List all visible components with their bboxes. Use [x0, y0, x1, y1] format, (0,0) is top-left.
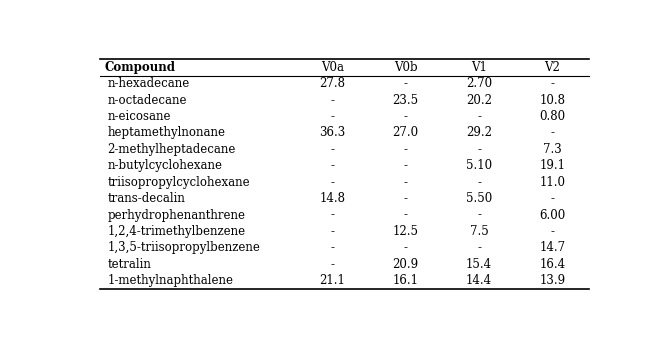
- Text: 36.3: 36.3: [319, 126, 345, 139]
- Text: 21.1: 21.1: [319, 274, 345, 287]
- Text: -: -: [550, 126, 554, 139]
- Text: -: -: [477, 143, 481, 156]
- Text: 6.00: 6.00: [540, 208, 566, 221]
- Text: V0a: V0a: [321, 61, 343, 74]
- Text: 16.4: 16.4: [540, 258, 566, 271]
- Text: -: -: [330, 225, 334, 238]
- Text: tetralin: tetralin: [108, 258, 151, 271]
- Text: -: -: [330, 176, 334, 189]
- Text: 5.50: 5.50: [466, 192, 492, 205]
- Text: -: -: [404, 110, 408, 123]
- Text: V2: V2: [544, 61, 560, 74]
- Text: -: -: [330, 94, 334, 107]
- Text: 27.8: 27.8: [319, 77, 345, 90]
- Text: 1,3,5-triisopropylbenzene: 1,3,5-triisopropylbenzene: [108, 241, 260, 254]
- Text: Compound: Compound: [105, 61, 176, 74]
- Text: 27.0: 27.0: [392, 126, 419, 139]
- Text: 14.8: 14.8: [319, 192, 345, 205]
- Text: heptamethylnonane: heptamethylnonane: [108, 126, 225, 139]
- Text: -: -: [404, 208, 408, 221]
- Text: -: -: [330, 159, 334, 172]
- Text: -: -: [477, 241, 481, 254]
- Text: 20.2: 20.2: [466, 94, 492, 107]
- Text: -: -: [550, 77, 554, 90]
- Text: 11.0: 11.0: [540, 176, 565, 189]
- Text: 14.7: 14.7: [540, 241, 566, 254]
- Text: 7.5: 7.5: [470, 225, 489, 238]
- Text: n-butylcyclohexane: n-butylcyclohexane: [108, 159, 222, 172]
- Text: -: -: [404, 159, 408, 172]
- Text: n-octadecane: n-octadecane: [108, 94, 187, 107]
- Text: -: -: [330, 143, 334, 156]
- Text: -: -: [404, 176, 408, 189]
- Text: -: -: [477, 208, 481, 221]
- Text: -: -: [550, 192, 554, 205]
- Text: -: -: [477, 110, 481, 123]
- Text: 16.1: 16.1: [392, 274, 419, 287]
- Text: 5.10: 5.10: [466, 159, 492, 172]
- Text: 29.2: 29.2: [466, 126, 492, 139]
- Text: -: -: [330, 110, 334, 123]
- Text: 1,2,4-trimethylbenzene: 1,2,4-trimethylbenzene: [108, 225, 245, 238]
- Text: 13.9: 13.9: [540, 274, 566, 287]
- Text: n-hexadecane: n-hexadecane: [108, 77, 190, 90]
- Text: -: -: [404, 143, 408, 156]
- Text: -: -: [404, 77, 408, 90]
- Text: 10.8: 10.8: [540, 94, 565, 107]
- Text: trans-decalin: trans-decalin: [108, 192, 185, 205]
- Text: 2.70: 2.70: [466, 77, 492, 90]
- Text: -: -: [330, 258, 334, 271]
- Text: V0b: V0b: [394, 61, 417, 74]
- Text: V1: V1: [471, 61, 487, 74]
- Text: 23.5: 23.5: [392, 94, 419, 107]
- Text: 1-methylnaphthalene: 1-methylnaphthalene: [108, 274, 233, 287]
- Text: 12.5: 12.5: [392, 225, 419, 238]
- Text: 15.4: 15.4: [466, 258, 492, 271]
- Text: -: -: [330, 208, 334, 221]
- Text: n-eicosane: n-eicosane: [108, 110, 171, 123]
- Text: 0.80: 0.80: [540, 110, 566, 123]
- Text: -: -: [330, 241, 334, 254]
- Text: 7.3: 7.3: [543, 143, 562, 156]
- Text: -: -: [404, 192, 408, 205]
- Text: perhydrophenanthrene: perhydrophenanthrene: [108, 208, 245, 221]
- Text: -: -: [404, 241, 408, 254]
- Text: 20.9: 20.9: [392, 258, 419, 271]
- Text: -: -: [550, 225, 554, 238]
- Text: triisopropylcyclohexane: triisopropylcyclohexane: [108, 176, 250, 189]
- Text: -: -: [477, 176, 481, 189]
- Text: 19.1: 19.1: [540, 159, 565, 172]
- Text: 14.4: 14.4: [466, 274, 492, 287]
- Text: 2-methylheptadecane: 2-methylheptadecane: [108, 143, 236, 156]
